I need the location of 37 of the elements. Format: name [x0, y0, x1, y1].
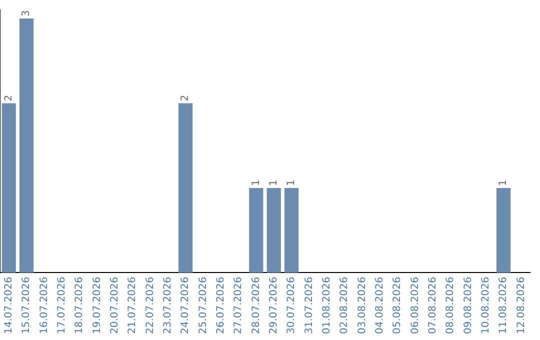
x-tick-label: 21.07.2026	[127, 276, 138, 334]
x-tick-label: 07.08.2026	[427, 276, 438, 334]
x-tick-label: 22.07.2026	[144, 276, 156, 334]
x-tick-label: 24.07.2026	[180, 276, 192, 334]
x-tick-label: 16.07.2026	[38, 276, 50, 334]
x-tick-label: 25.07.2026	[198, 276, 209, 334]
data-label: 1	[250, 180, 262, 186]
data-label: 1	[498, 180, 510, 186]
x-tick-label: 18.07.2026	[74, 276, 86, 334]
x-tick-label: 26.07.2026	[215, 276, 226, 334]
x-tick-label: 30.07.2026	[286, 276, 298, 334]
x-tick-label: 06.08.2026	[410, 276, 421, 334]
x-tick-label: 23.07.2026	[162, 276, 174, 334]
x-tick-label: 02.08.2026	[339, 276, 350, 334]
x-tick-label: 27.07.2026	[233, 276, 244, 334]
data-label: 2	[180, 94, 192, 102]
x-tick-label: 17.07.2026	[56, 276, 68, 334]
data-label: 1	[286, 180, 298, 186]
x-tick-label: 03.08.2026	[356, 276, 368, 334]
x-tick-label: 10.08.2026	[480, 276, 492, 334]
x-tick-label: 05.08.2026	[392, 276, 404, 334]
x-tick-label: 19.07.2026	[92, 276, 103, 334]
data-label: 2	[3, 94, 14, 102]
x-tick-label: 11.08.2026	[498, 276, 510, 334]
data-label: 1	[268, 180, 280, 186]
x-tick-label: 29.07.2026	[268, 276, 280, 334]
x-tick-label: 09.08.2026	[462, 276, 474, 334]
x-tick-label: 31.07.2026	[304, 276, 315, 334]
x-tick-label: 15.07.2026	[21, 276, 32, 334]
data-label: 3	[21, 10, 32, 16]
x-tick-label: 08.08.2026	[445, 276, 456, 334]
x-tick-label: 20.07.2026	[109, 276, 120, 334]
x-tick-label: 04.08.2026	[374, 276, 386, 334]
x-tick-label: 14.07.2026	[3, 276, 14, 334]
x-tick-label: 12.08.2026	[516, 276, 527, 334]
x-tick-label: 01.08.2026	[321, 276, 332, 334]
x-tick-label: 28.07.2026	[250, 276, 262, 334]
